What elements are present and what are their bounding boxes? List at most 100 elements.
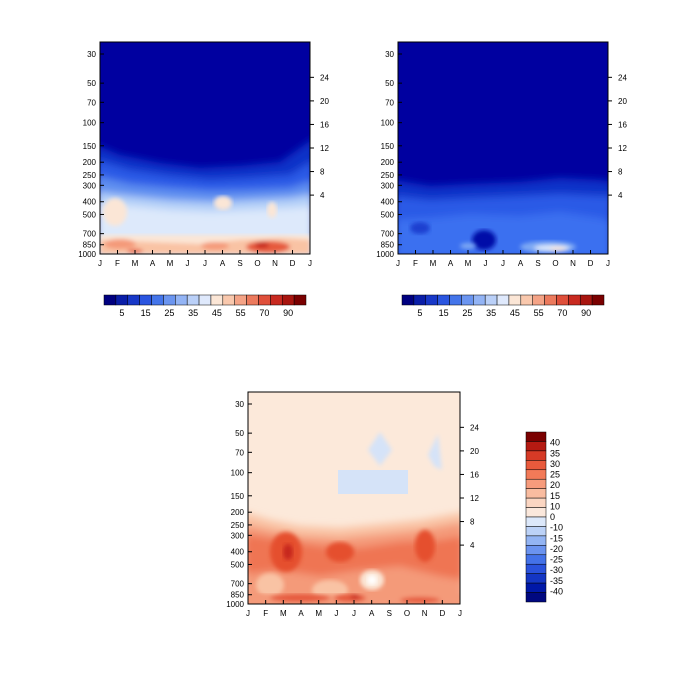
colorbar-swatch <box>401 294 415 306</box>
colorbar-swatch <box>556 294 569 306</box>
colorbar-label: -30 <box>550 565 563 575</box>
colorbar-label: 30 <box>550 459 560 469</box>
y-tick-right-label: 4 <box>320 191 325 200</box>
colorbar-label: 55 <box>236 308 246 318</box>
y-tick-label: 850 <box>83 241 97 250</box>
colorbar-label: 25 <box>550 470 560 480</box>
y-tick-right-label: 24 <box>320 73 329 82</box>
x-tick-label: F <box>263 609 268 618</box>
colorbar-swatch <box>496 294 510 306</box>
colorbar-swatch <box>127 294 140 306</box>
colorbar-label: 35 <box>486 308 496 318</box>
y-tick-label: 200 <box>381 158 395 167</box>
x-tick-label: M <box>132 259 139 268</box>
colorbar-swatch <box>525 545 547 556</box>
y-tick-label: 700 <box>381 230 395 239</box>
colorbar-label: 35 <box>550 448 560 458</box>
y-tick-label: 250 <box>231 521 245 530</box>
x-tick-label: J <box>352 609 356 618</box>
colorbar-swatch <box>525 441 547 452</box>
y-tick-right-label: 8 <box>470 518 475 527</box>
x-tick-label: M <box>315 609 322 618</box>
colorbar-label: -40 <box>550 586 563 596</box>
colorbar-swatch <box>525 507 547 518</box>
colorbar-swatch <box>525 478 547 489</box>
panel2-colorbar: 5 15 25 35 45 55 70 90 <box>401 294 605 318</box>
y-tick-label: 70 <box>235 448 244 457</box>
x-tick-label: N <box>272 259 278 268</box>
x-tick-label: J <box>98 259 102 268</box>
colorbar-label: -15 <box>550 533 563 543</box>
colorbar-swatch <box>151 294 164 306</box>
y-tick-right-label: 12 <box>470 494 479 503</box>
panel1-field <box>100 42 310 254</box>
colorbar-label: 25 <box>462 308 472 318</box>
y-tick-right-label: 20 <box>320 97 329 106</box>
colorbar-swatch <box>437 294 450 306</box>
x-tick-label: M <box>465 259 472 268</box>
colorbar-label: 25 <box>164 308 174 318</box>
x-tick-label: A <box>448 259 454 268</box>
colorbar-swatch <box>246 294 259 306</box>
y-tick-right-label: 8 <box>320 168 325 177</box>
x-tick-label: A <box>298 609 304 618</box>
y-tick-label: 700 <box>231 580 245 589</box>
y-tick-label: 250 <box>83 171 97 180</box>
colorbar-label: 15 <box>550 491 560 501</box>
colorbar-swatch <box>525 582 547 593</box>
colorbar-swatch <box>568 294 581 306</box>
y-tick-right-label: 20 <box>470 447 479 456</box>
colorbar-swatch <box>413 294 427 306</box>
colorbar-swatch <box>525 497 547 508</box>
colorbar-label: -20 <box>550 544 563 554</box>
x-tick-label: D <box>588 259 594 268</box>
y-tick-right-label: 16 <box>618 120 627 129</box>
colorbar-swatch <box>281 294 295 306</box>
y-tick-label: 150 <box>231 492 245 501</box>
colorbar-swatch <box>525 469 547 480</box>
panel-diff: J F M A M J J A S O N D J305070100150200250300400500… <box>226 391 563 618</box>
colorbar-swatch <box>525 526 547 537</box>
x-tick-label: O <box>404 609 410 618</box>
colorbar-swatch <box>258 294 271 306</box>
colorbar-label: 55 <box>534 308 544 318</box>
y-tick-right-label: 4 <box>618 191 623 200</box>
x-tick-label: S <box>387 609 392 618</box>
colorbar-label: 90 <box>283 308 293 318</box>
y-tick-label: 700 <box>83 230 97 239</box>
colorbar-swatch <box>525 450 547 461</box>
x-tick-label: J <box>484 259 488 268</box>
y-tick-label: 30 <box>385 50 394 59</box>
colorbar-label: 90 <box>581 308 591 318</box>
colorbar-swatch <box>525 460 547 471</box>
x-tick-label: M <box>430 259 437 268</box>
colorbar-swatch <box>139 294 152 306</box>
colorbar-label: 70 <box>557 308 567 318</box>
x-tick-label: J <box>396 259 400 268</box>
x-tick-label: F <box>413 259 418 268</box>
colorbar-swatch <box>186 294 200 306</box>
y-tick-label: 100 <box>83 119 97 128</box>
x-tick-label: J <box>246 609 250 618</box>
x-tick-label: J <box>501 259 505 268</box>
x-tick-label: A <box>150 259 156 268</box>
colorbar-swatch <box>115 294 129 306</box>
colorbar-label: 10 <box>550 501 560 511</box>
colorbar-label: 5 <box>119 308 124 318</box>
x-tick-label: J <box>458 609 462 618</box>
x-tick-label: D <box>290 259 296 268</box>
colorbar-swatch <box>525 563 547 574</box>
y-tick-right-label: 4 <box>470 541 475 550</box>
y-tick-label: 200 <box>83 158 97 167</box>
y-tick-label: 400 <box>83 198 97 207</box>
x-tick-label: O <box>552 259 558 268</box>
colorbar-swatch <box>520 294 533 306</box>
y-tick-label: 500 <box>381 210 395 219</box>
x-tick-label: S <box>237 259 242 268</box>
colorbar-swatch <box>525 535 547 546</box>
panel1-colorbar: 5 15 25 35 45 55 70 90 <box>103 294 307 318</box>
